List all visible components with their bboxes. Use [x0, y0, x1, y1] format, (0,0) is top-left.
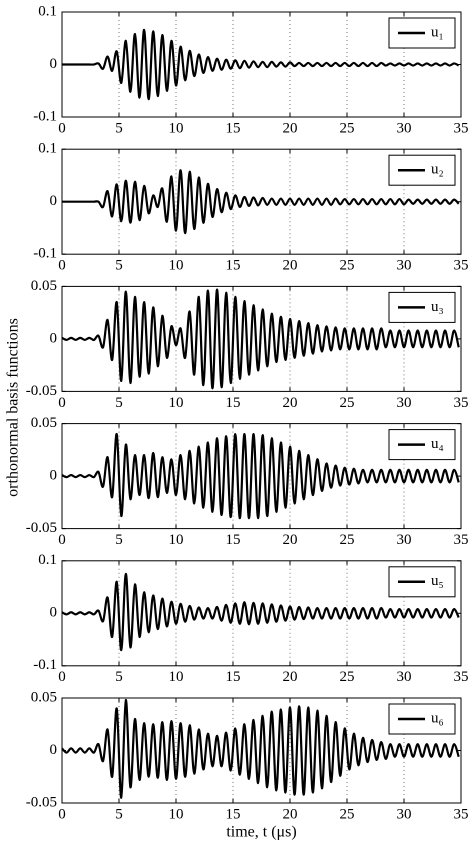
x-tick-label: 15: [226, 669, 241, 685]
x-tick-label: 5: [115, 395, 123, 411]
x-tick-label: 15: [226, 532, 241, 548]
x-tick-label: 0: [58, 532, 66, 548]
x-tick-label: 25: [340, 806, 355, 822]
x-tick-label: 20: [283, 258, 298, 274]
series-line: [61, 288, 460, 390]
x-tick-label: 30: [397, 669, 412, 685]
x-tick-label: 35: [454, 532, 469, 548]
x-tick-label: 10: [169, 395, 184, 411]
y-tick-label: 0: [50, 193, 58, 209]
legend-label: u₂: [431, 162, 444, 178]
x-tick-label: 5: [115, 532, 123, 548]
x-tick-label: 35: [454, 120, 469, 136]
legend-label: u₆: [431, 710, 444, 726]
x-tick-label: 0: [58, 395, 66, 411]
x-tick-label: 10: [169, 669, 184, 685]
x-tick-label: 10: [169, 532, 184, 548]
y-tick-label: -0.1: [33, 657, 57, 673]
y-tick-label: 0: [50, 56, 58, 72]
x-tick-label: 20: [283, 669, 298, 685]
series-line: [61, 698, 460, 799]
x-tick-label: 30: [397, 395, 412, 411]
x-tick-label: 35: [454, 669, 469, 685]
y-tick-label: 0: [50, 330, 58, 346]
y-tick-label: 0: [50, 742, 58, 758]
x-tick-label: 5: [115, 806, 123, 822]
y-tick-label: 0.05: [31, 415, 57, 431]
x-tick-label: 20: [283, 532, 298, 548]
y-tick-label: 0.1: [38, 141, 57, 157]
legend-label: u₅: [431, 573, 444, 589]
series-line: [61, 572, 460, 652]
y-tick-label: -0.1: [33, 246, 57, 262]
x-axis-label: time, t (μs): [226, 824, 296, 841]
axes-frame: [61, 560, 462, 667]
x-tick-label: 10: [169, 258, 184, 274]
y-tick-label: -0.05: [26, 794, 57, 810]
axes-frame: [61, 697, 462, 804]
y-tick-label: -0.05: [26, 383, 57, 399]
y-tick-label: 0.1: [38, 3, 57, 19]
x-tick-label: 10: [169, 120, 184, 136]
x-tick-label: 35: [454, 806, 469, 822]
x-tick-label: 20: [283, 120, 298, 136]
y-tick-label: -0.05: [26, 520, 57, 536]
y-tick-label: 0.1: [38, 552, 57, 568]
x-tick-label: 30: [397, 120, 412, 136]
y-tick-label: 0: [50, 605, 58, 621]
x-tick-label: 0: [58, 806, 66, 822]
x-tick-label: 20: [283, 395, 298, 411]
series-line: [61, 28, 460, 101]
legend-label: u₁: [431, 24, 444, 40]
x-tick-label: 15: [226, 806, 241, 822]
x-tick-label: 25: [340, 395, 355, 411]
x-tick-label: 30: [397, 532, 412, 548]
y-axis-label: orthonormal basis functions: [5, 318, 22, 497]
x-tick-label: 0: [58, 669, 66, 685]
series-line: [61, 432, 460, 520]
x-tick-label: 30: [397, 806, 412, 822]
axes-frame: [61, 285, 462, 392]
x-tick-label: 25: [340, 120, 355, 136]
legend-label: u₄: [431, 436, 444, 452]
axes-frame: [61, 148, 462, 255]
series-line: [62, 169, 460, 235]
x-tick-label: 25: [340, 669, 355, 685]
x-tick-label: 0: [58, 120, 66, 136]
x-tick-label: 25: [340, 258, 355, 274]
y-tick-label: 0.05: [31, 689, 57, 705]
x-tick-label: 10: [169, 806, 184, 822]
y-tick-label: 0.05: [31, 278, 57, 294]
y-tick-label: 0: [50, 468, 58, 484]
x-tick-label: 25: [340, 532, 355, 548]
x-tick-label: 30: [397, 258, 412, 274]
x-tick-label: 15: [226, 120, 241, 136]
legend-label: u₃: [431, 299, 444, 315]
x-tick-label: 0: [58, 258, 66, 274]
x-tick-label: 35: [454, 258, 469, 274]
x-tick-label: 20: [283, 806, 298, 822]
x-tick-label: 35: [454, 395, 469, 411]
x-tick-label: 15: [226, 258, 241, 274]
axes-frame: [61, 11, 462, 118]
y-tick-label: -0.1: [33, 108, 57, 124]
x-tick-label: 5: [115, 120, 123, 136]
x-tick-label: 5: [115, 258, 123, 274]
x-tick-label: 15: [226, 395, 241, 411]
axes-frame: [61, 423, 462, 530]
x-tick-label: 5: [115, 669, 123, 685]
